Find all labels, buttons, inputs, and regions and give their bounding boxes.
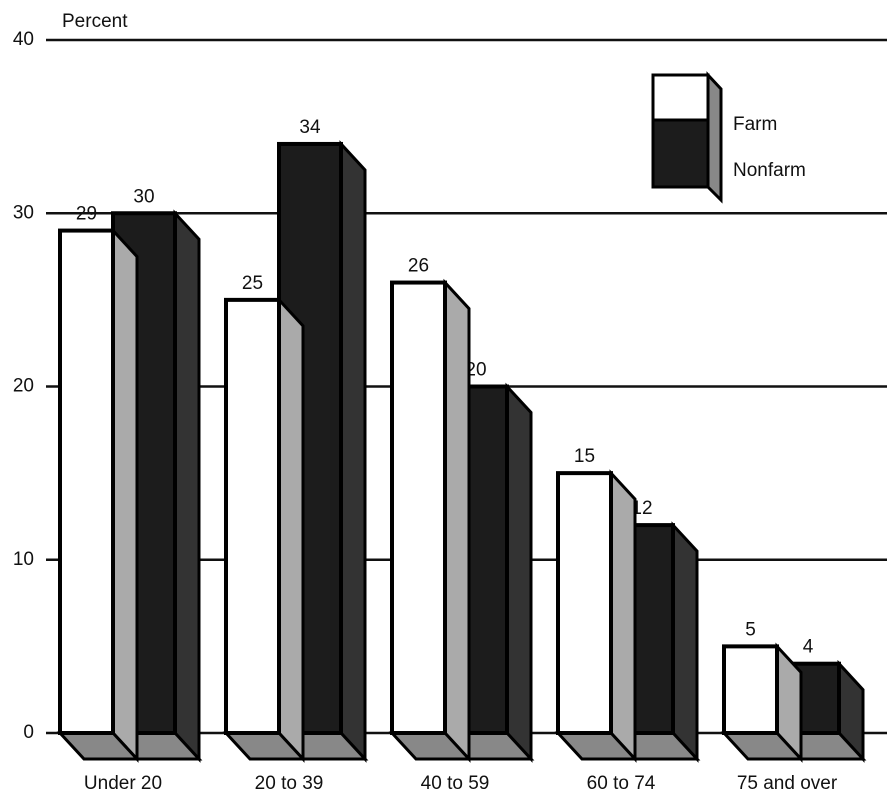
bar-side	[505, 382, 533, 763]
x-tick-label: 40 to 59	[421, 773, 490, 794]
legend-swatch	[651, 73, 710, 122]
bar-side	[339, 140, 367, 763]
x-tick-label: 20 to 39	[255, 773, 324, 794]
y-tick-label: 20	[13, 376, 34, 397]
bar	[224, 297, 281, 735]
value-label: 29	[76, 204, 97, 225]
bar-side	[671, 521, 699, 763]
y-tick-label: 40	[13, 29, 34, 50]
value-label: 25	[242, 273, 263, 294]
bar	[722, 644, 779, 735]
legend-swatch	[651, 118, 710, 189]
legend-label: Farm	[733, 114, 777, 135]
value-label: 34	[299, 117, 321, 138]
bar-side	[111, 226, 139, 763]
y-tick-label: 10	[13, 549, 34, 570]
bar-side	[277, 296, 305, 763]
value-label: 20	[465, 360, 486, 381]
value-label: 4	[803, 637, 814, 658]
bar-3d	[388, 278, 473, 763]
bar	[556, 471, 613, 735]
value-label: 12	[631, 498, 652, 519]
x-tick-label: 60 to 74	[587, 773, 656, 794]
bar-3d	[720, 642, 805, 763]
y-tick-label: 30	[13, 202, 34, 223]
y-tick-label: 0	[23, 722, 34, 743]
x-tick-label: Under 20	[84, 773, 162, 794]
value-label: 5	[745, 619, 756, 640]
bar-side	[443, 278, 471, 763]
value-label: 26	[408, 256, 429, 277]
value-label: 15	[574, 446, 595, 467]
x-tick-label: 75 and over	[737, 773, 838, 794]
value-label: 30	[133, 186, 154, 207]
bar-3d	[56, 226, 141, 763]
bar-3d	[554, 469, 639, 763]
bar	[390, 280, 447, 735]
bar	[58, 228, 115, 735]
bar-side	[609, 469, 637, 763]
bar-3d	[222, 296, 307, 763]
bar-side	[173, 209, 201, 763]
legend-side	[706, 71, 723, 204]
legend-label: Nonfarm	[733, 160, 806, 181]
y-axis-label: Percent	[62, 11, 128, 32]
